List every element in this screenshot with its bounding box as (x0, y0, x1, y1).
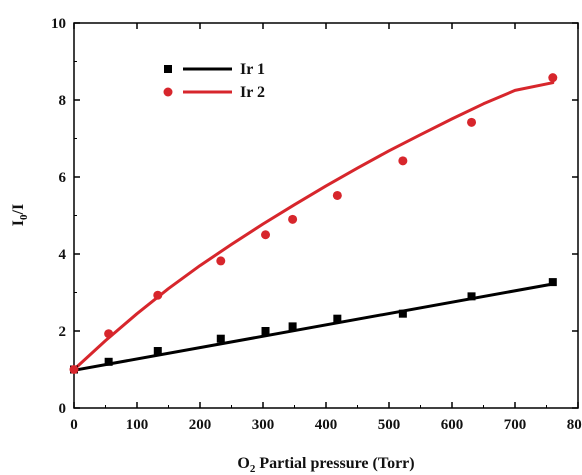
data-point-ir-2 (288, 214, 298, 224)
data-point-ir-1 (216, 334, 225, 343)
fit-line-ir-2 (72, 81, 555, 371)
y-axis-title-subscript: 0 (18, 214, 30, 220)
x-tick-label: 600 (441, 417, 464, 433)
y-tick-label: 6 (59, 170, 67, 186)
data-point-ir-1 (261, 327, 270, 335)
y-tick-label: 0 (59, 401, 67, 417)
x-axis-ticks: 0 100 200 300 400 500 600 700 800 (70, 23, 582, 433)
data-point-ir-2 (467, 117, 477, 127)
y-tick-label: 2 (59, 324, 67, 340)
y-axis-title-rest: /I (10, 204, 27, 216)
legend-label-ir-1: Ir 1 (240, 61, 265, 78)
x-tick-label: 800 (567, 417, 582, 433)
data-point-ir-1 (153, 347, 162, 356)
x-axis-title-subscript: 2 (250, 463, 256, 475)
data-point-ir-1 (398, 309, 407, 318)
x-tick-label: 300 (252, 417, 275, 433)
data-point-ir-1 (467, 292, 476, 301)
y-axis-ticks: 0 2 4 6 8 10 (51, 16, 578, 417)
x-axis-title-main: O (237, 455, 249, 472)
data-point-ir-1 (333, 314, 342, 323)
x-tick-label: 500 (378, 417, 401, 433)
data-point-ir-1 (548, 278, 557, 287)
data-point-ir-2 (216, 256, 226, 266)
y-axis-title: I0/I (10, 204, 30, 226)
legend-label-ir-2: Ir 2 (240, 84, 265, 101)
data-point-ir-1 (288, 322, 297, 331)
data-point-ir-2 (104, 329, 114, 339)
legend-marker-ir-2 (163, 87, 173, 97)
x-tick-label: 0 (70, 417, 78, 433)
x-axis-title-rest: Partial pressure (Torr) (255, 455, 414, 472)
y-tick-label: 4 (59, 247, 67, 263)
x-tick-label: 700 (504, 417, 527, 433)
data-point-ir-1 (104, 357, 113, 366)
x-axis-title: O2 Partial pressure (Torr) (237, 455, 414, 475)
data-point-ir-2 (332, 190, 342, 200)
data-point-ir-2 (153, 290, 163, 300)
x-tick-label: 200 (189, 417, 212, 433)
y-tick-label: 10 (51, 16, 66, 32)
data-point-ir-2 (398, 156, 408, 166)
data-point-ir-2 (69, 365, 79, 374)
data-point-ir-2 (548, 73, 558, 83)
x-tick-label: 400 (315, 417, 338, 433)
x-tick-label: 100 (126, 417, 149, 433)
legend: Ir 1 Ir 2 (163, 61, 265, 101)
y-axis-title-main: I (10, 220, 27, 226)
y-tick-label: 8 (59, 93, 67, 109)
data-point-ir-2 (261, 230, 271, 240)
legend-marker-ir-1 (164, 65, 172, 73)
data-markers (69, 73, 558, 374)
